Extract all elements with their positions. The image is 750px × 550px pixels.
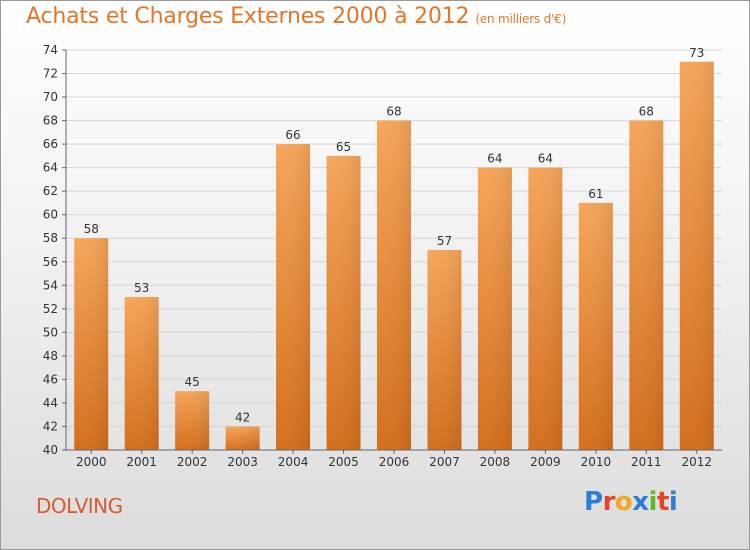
logo-letter: i (668, 487, 678, 517)
x-tick-label: 2008 (480, 455, 511, 469)
y-tick-label: 42 (43, 419, 58, 433)
data-label: 42 (235, 410, 250, 424)
x-tick-label: 2004 (278, 455, 309, 469)
bar-shade (175, 391, 210, 450)
y-tick-label: 52 (43, 302, 58, 316)
data-label: 45 (185, 375, 200, 389)
y-tick-label: 40 (43, 443, 58, 457)
y-tick-label: 66 (43, 137, 58, 151)
bar-shade (124, 297, 159, 450)
x-tick-label: 2002 (177, 455, 208, 469)
y-tick-label: 48 (43, 349, 58, 363)
bar-shade (528, 167, 563, 450)
logo-letter: x (632, 487, 649, 517)
x-tick-label: 2000 (76, 455, 107, 469)
y-tick-label: 56 (43, 255, 58, 269)
chart-title-text: Achats et Charges Externes 2000 à 2012 (26, 4, 470, 29)
x-tick-label: 2001 (126, 455, 157, 469)
y-tick-label: 44 (43, 396, 58, 410)
x-tick-label: 2005 (328, 455, 359, 469)
y-tick-label: 74 (43, 43, 58, 57)
bar-shade (629, 120, 664, 451)
bar-shade (477, 167, 512, 450)
data-label: 65 (336, 140, 351, 154)
bar-shade (74, 238, 109, 450)
logo-letter: o (614, 487, 633, 517)
logo-letter: r (602, 487, 616, 517)
x-tick-label: 2007 (429, 455, 460, 469)
y-tick-label: 64 (43, 161, 58, 175)
data-label: 68 (639, 105, 654, 119)
chart-title: Achats et Charges Externes 2000 à 2012 (e… (26, 4, 566, 29)
y-tick-label: 54 (43, 278, 58, 292)
bar-shade (326, 155, 361, 450)
data-label: 53 (134, 281, 149, 295)
chart-subtitle: (en milliers d'€) (475, 12, 567, 26)
y-tick-label: 62 (43, 184, 58, 198)
proxiti-logo: Proxiti (584, 487, 678, 517)
bar-shade (225, 426, 260, 450)
bar-shade (578, 202, 613, 450)
logo-letter: P (584, 487, 603, 517)
bar-shade (679, 61, 714, 450)
y-tick-label: 70 (43, 90, 58, 104)
commune-name: DOLVING (36, 494, 123, 518)
data-label: 66 (285, 128, 300, 142)
data-label: 73 (689, 46, 704, 60)
x-tick-label: 2010 (581, 455, 612, 469)
data-label: 61 (588, 187, 603, 201)
data-label: 64 (487, 152, 502, 166)
y-tick-label: 50 (43, 325, 58, 339)
data-label: 64 (538, 152, 553, 166)
x-tick-label: 2012 (681, 455, 712, 469)
y-tick-label: 60 (43, 208, 58, 222)
x-tick-label: 2003 (227, 455, 258, 469)
y-tick-label: 46 (43, 372, 58, 386)
bar-shade (377, 120, 411, 451)
x-tick-label: 2011 (631, 455, 662, 469)
bar-shade (276, 144, 311, 450)
x-tick-label: 2006 (379, 455, 410, 469)
bar-shade (427, 250, 462, 450)
data-label: 68 (386, 105, 401, 119)
y-tick-label: 68 (43, 114, 58, 128)
logo-letter: t (656, 487, 669, 517)
data-label: 57 (437, 234, 452, 248)
data-label: 58 (84, 222, 99, 236)
logo-letter: i (648, 487, 658, 517)
y-tick-label: 58 (43, 231, 58, 245)
y-tick-label: 72 (43, 67, 58, 81)
x-tick-label: 2009 (530, 455, 561, 469)
